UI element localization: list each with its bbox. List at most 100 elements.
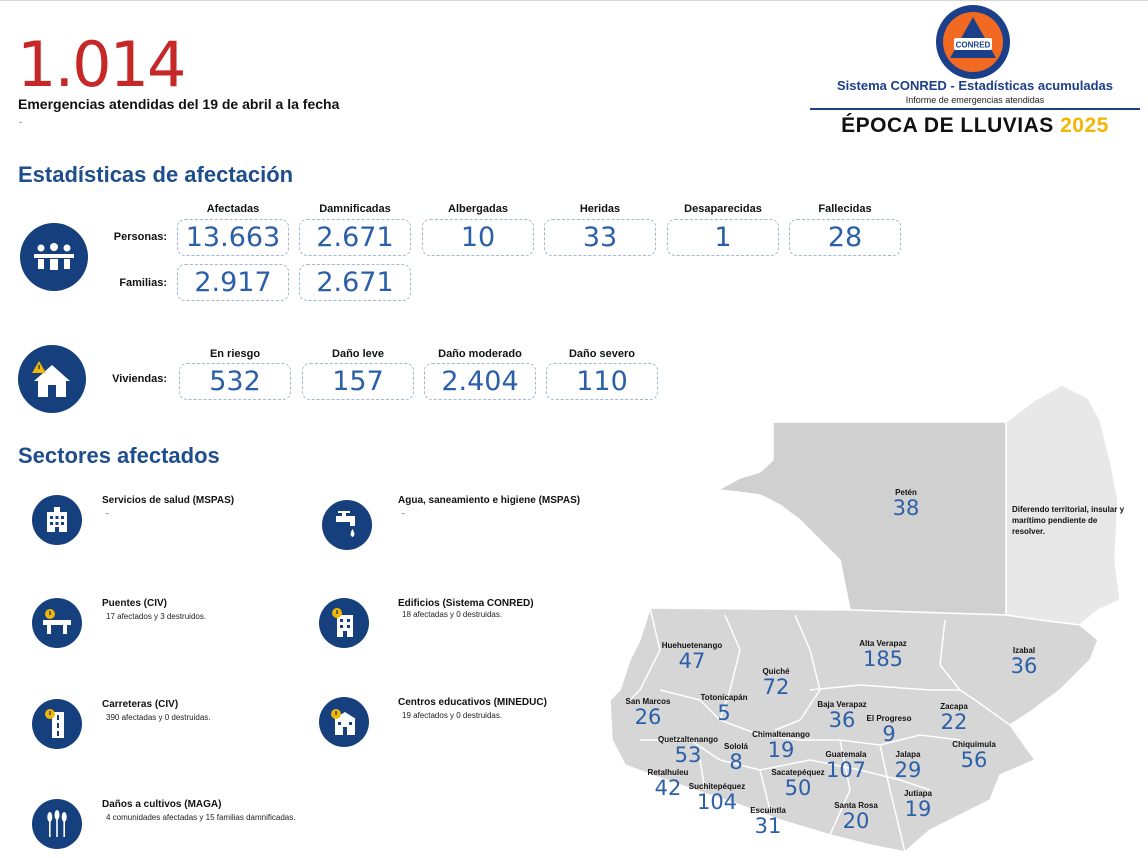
dept-value: 53 [674, 743, 702, 767]
personas-desaparecidas: 1 [667, 219, 779, 256]
header-note: - [19, 117, 22, 127]
dept-label-chimaltenango: Chimaltenango 19 [744, 730, 818, 761]
sector-detail: 4 comunidades afectadas y 15 familias da… [106, 813, 296, 822]
viviendas-dano-severo: 110 [546, 363, 658, 400]
sector-title: Centros educativos (MINEDUC) [398, 697, 547, 708]
personas-albergadas: 10 [422, 219, 534, 256]
dept-peten [717, 421, 1007, 616]
dept-name: Zacapa [940, 702, 968, 711]
header-damnificadas: Damnificadas [319, 203, 391, 215]
sector-detail: - [402, 509, 405, 518]
familias-damnificadas: 2.671 [299, 264, 411, 301]
dept-name: Alta Verapaz [859, 639, 907, 648]
viviendas-dano-leve: 157 [302, 363, 414, 400]
dept-label-totonicapan: Totonicapán 5 [694, 693, 754, 724]
dept-label-quiche: Quiché 72 [752, 667, 800, 698]
dept-name: Petén [895, 488, 917, 497]
personas-fallecidas: 28 [789, 219, 901, 256]
southern-departments [609, 607, 1099, 853]
people-icon [20, 223, 88, 291]
viviendas-en-riesgo: 532 [179, 363, 291, 400]
dept-value: 31 [754, 814, 782, 838]
stats-title: Estadísticas de afectación [18, 162, 294, 187]
sector-title: Puentes (CIV) [102, 598, 168, 609]
house-icon [18, 345, 86, 413]
sector-title: Servicios de salud (MSPAS) [102, 495, 235, 506]
dept-label-escuintla: Escuintla 31 [742, 806, 794, 837]
dept-label-huehuetenango: Huehuetenango 47 [652, 641, 732, 672]
sector-detail: - [106, 509, 109, 518]
header-dano-leve: Daño leve [332, 348, 384, 360]
dept-value: 36 [1010, 654, 1038, 678]
top-divider [0, 0, 1148, 1]
dept-value: 56 [960, 748, 988, 772]
brand-block: Sistema CONRED - Estadísticas acumuladas… [810, 78, 1140, 138]
dept-name: Quiché [762, 667, 790, 676]
building-icon [319, 598, 369, 648]
dept-value: 19 [904, 797, 932, 821]
dept-value: 50 [784, 776, 812, 800]
bridge-icon [32, 598, 82, 648]
dept-value: 47 [678, 649, 706, 673]
dept-value: 5 [717, 701, 731, 725]
dept-name: Quetzaltenango [657, 735, 718, 744]
sector-detail: 18 afectadas y 0 destruidas. [402, 610, 503, 619]
dept-value: 38 [892, 496, 920, 520]
dept-value: 19 [767, 738, 795, 762]
dept-name: San Marcos [625, 697, 671, 706]
header-desaparecidas: Desaparecidas [684, 203, 762, 215]
dept-value: 22 [940, 710, 968, 734]
personas-damnificadas: 2.671 [299, 219, 411, 256]
dept-label-el-progreso: El Progreso 9 [860, 714, 918, 745]
logo-text: CONRED [956, 41, 991, 50]
dept-value: 107 [825, 758, 867, 782]
dept-name: Santa Rosa [834, 801, 878, 810]
dept-name: Totonicapán [700, 693, 748, 702]
dept-name: Escuintla [750, 806, 786, 815]
dept-name: El Progreso [866, 714, 912, 723]
dept-name: Chiquimula [952, 740, 996, 749]
familias-afectadas: 2.917 [177, 264, 289, 301]
sector-detail: 390 afectadas y 0 destruidas. [106, 713, 211, 722]
total-subtitle: Emergencias atendidas del 19 de abril a … [18, 96, 340, 112]
personas-heridas: 33 [544, 219, 656, 256]
brand-subtitle: Informe de emergencias atendidas [905, 95, 1045, 105]
sectors-title: Sectores afectados [18, 443, 220, 468]
familias-label: Familias: [119, 277, 167, 289]
total-emergencies: 1.014 [17, 28, 186, 101]
dept-label-peten: Petén 38 [876, 488, 936, 519]
dept-label-suchitepequez: Suchitepéquez 104 [680, 782, 754, 813]
brand-divider [810, 108, 1140, 110]
hospital-icon [32, 495, 82, 545]
dept-value: 9 [882, 722, 896, 746]
viviendas-dano-moderado: 2.404 [424, 363, 536, 400]
header-fallecidas: Fallecidas [818, 203, 872, 215]
sector-title: Carreteras (CIV) [102, 699, 179, 710]
dept-label-solola: Sololá 8 [716, 742, 756, 773]
dept-name: Chimaltenango [752, 730, 810, 739]
brand-title: Sistema CONRED - Estadísticas acumuladas [837, 78, 1113, 93]
sector-title: Edificios (Sistema CONRED) [398, 598, 534, 609]
dept-name: Jutiapa [903, 789, 932, 798]
dept-value: 104 [696, 790, 738, 814]
water-tap-icon [322, 500, 372, 550]
dept-label-san-marcos: San Marcos 26 [618, 697, 678, 728]
sector-detail: 17 afectados y 3 destruidos. [106, 612, 207, 621]
dept-label-jutiapa: Jutiapa 19 [896, 789, 940, 820]
viviendas-label: Viviendas: [112, 373, 167, 385]
sector-detail: 19 afectados y 0 destruidas. [402, 711, 503, 720]
dept-label-sacatepequez: Sacatepéquez 50 [764, 768, 832, 799]
dept-label-retalhuleu: Retalhuleu 42 [640, 768, 696, 799]
dept-name: Huehuetenango [661, 641, 723, 650]
dept-name: Jalapa [895, 750, 921, 759]
season-title: ÉPOCA DE LLUVIAS 2025 [810, 114, 1140, 138]
header-dano-moderado: Daño moderado [438, 348, 522, 360]
dept-name: Sacatepéquez [771, 768, 825, 777]
school-icon [319, 697, 369, 747]
dept-value: 8 [729, 750, 743, 774]
dept-name: Retalhuleu [647, 768, 689, 777]
header-heridas: Heridas [579, 203, 621, 215]
conred-logo: CONRED [936, 5, 1010, 79]
dept-value: 42 [654, 776, 682, 800]
dept-value: 20 [842, 809, 870, 833]
